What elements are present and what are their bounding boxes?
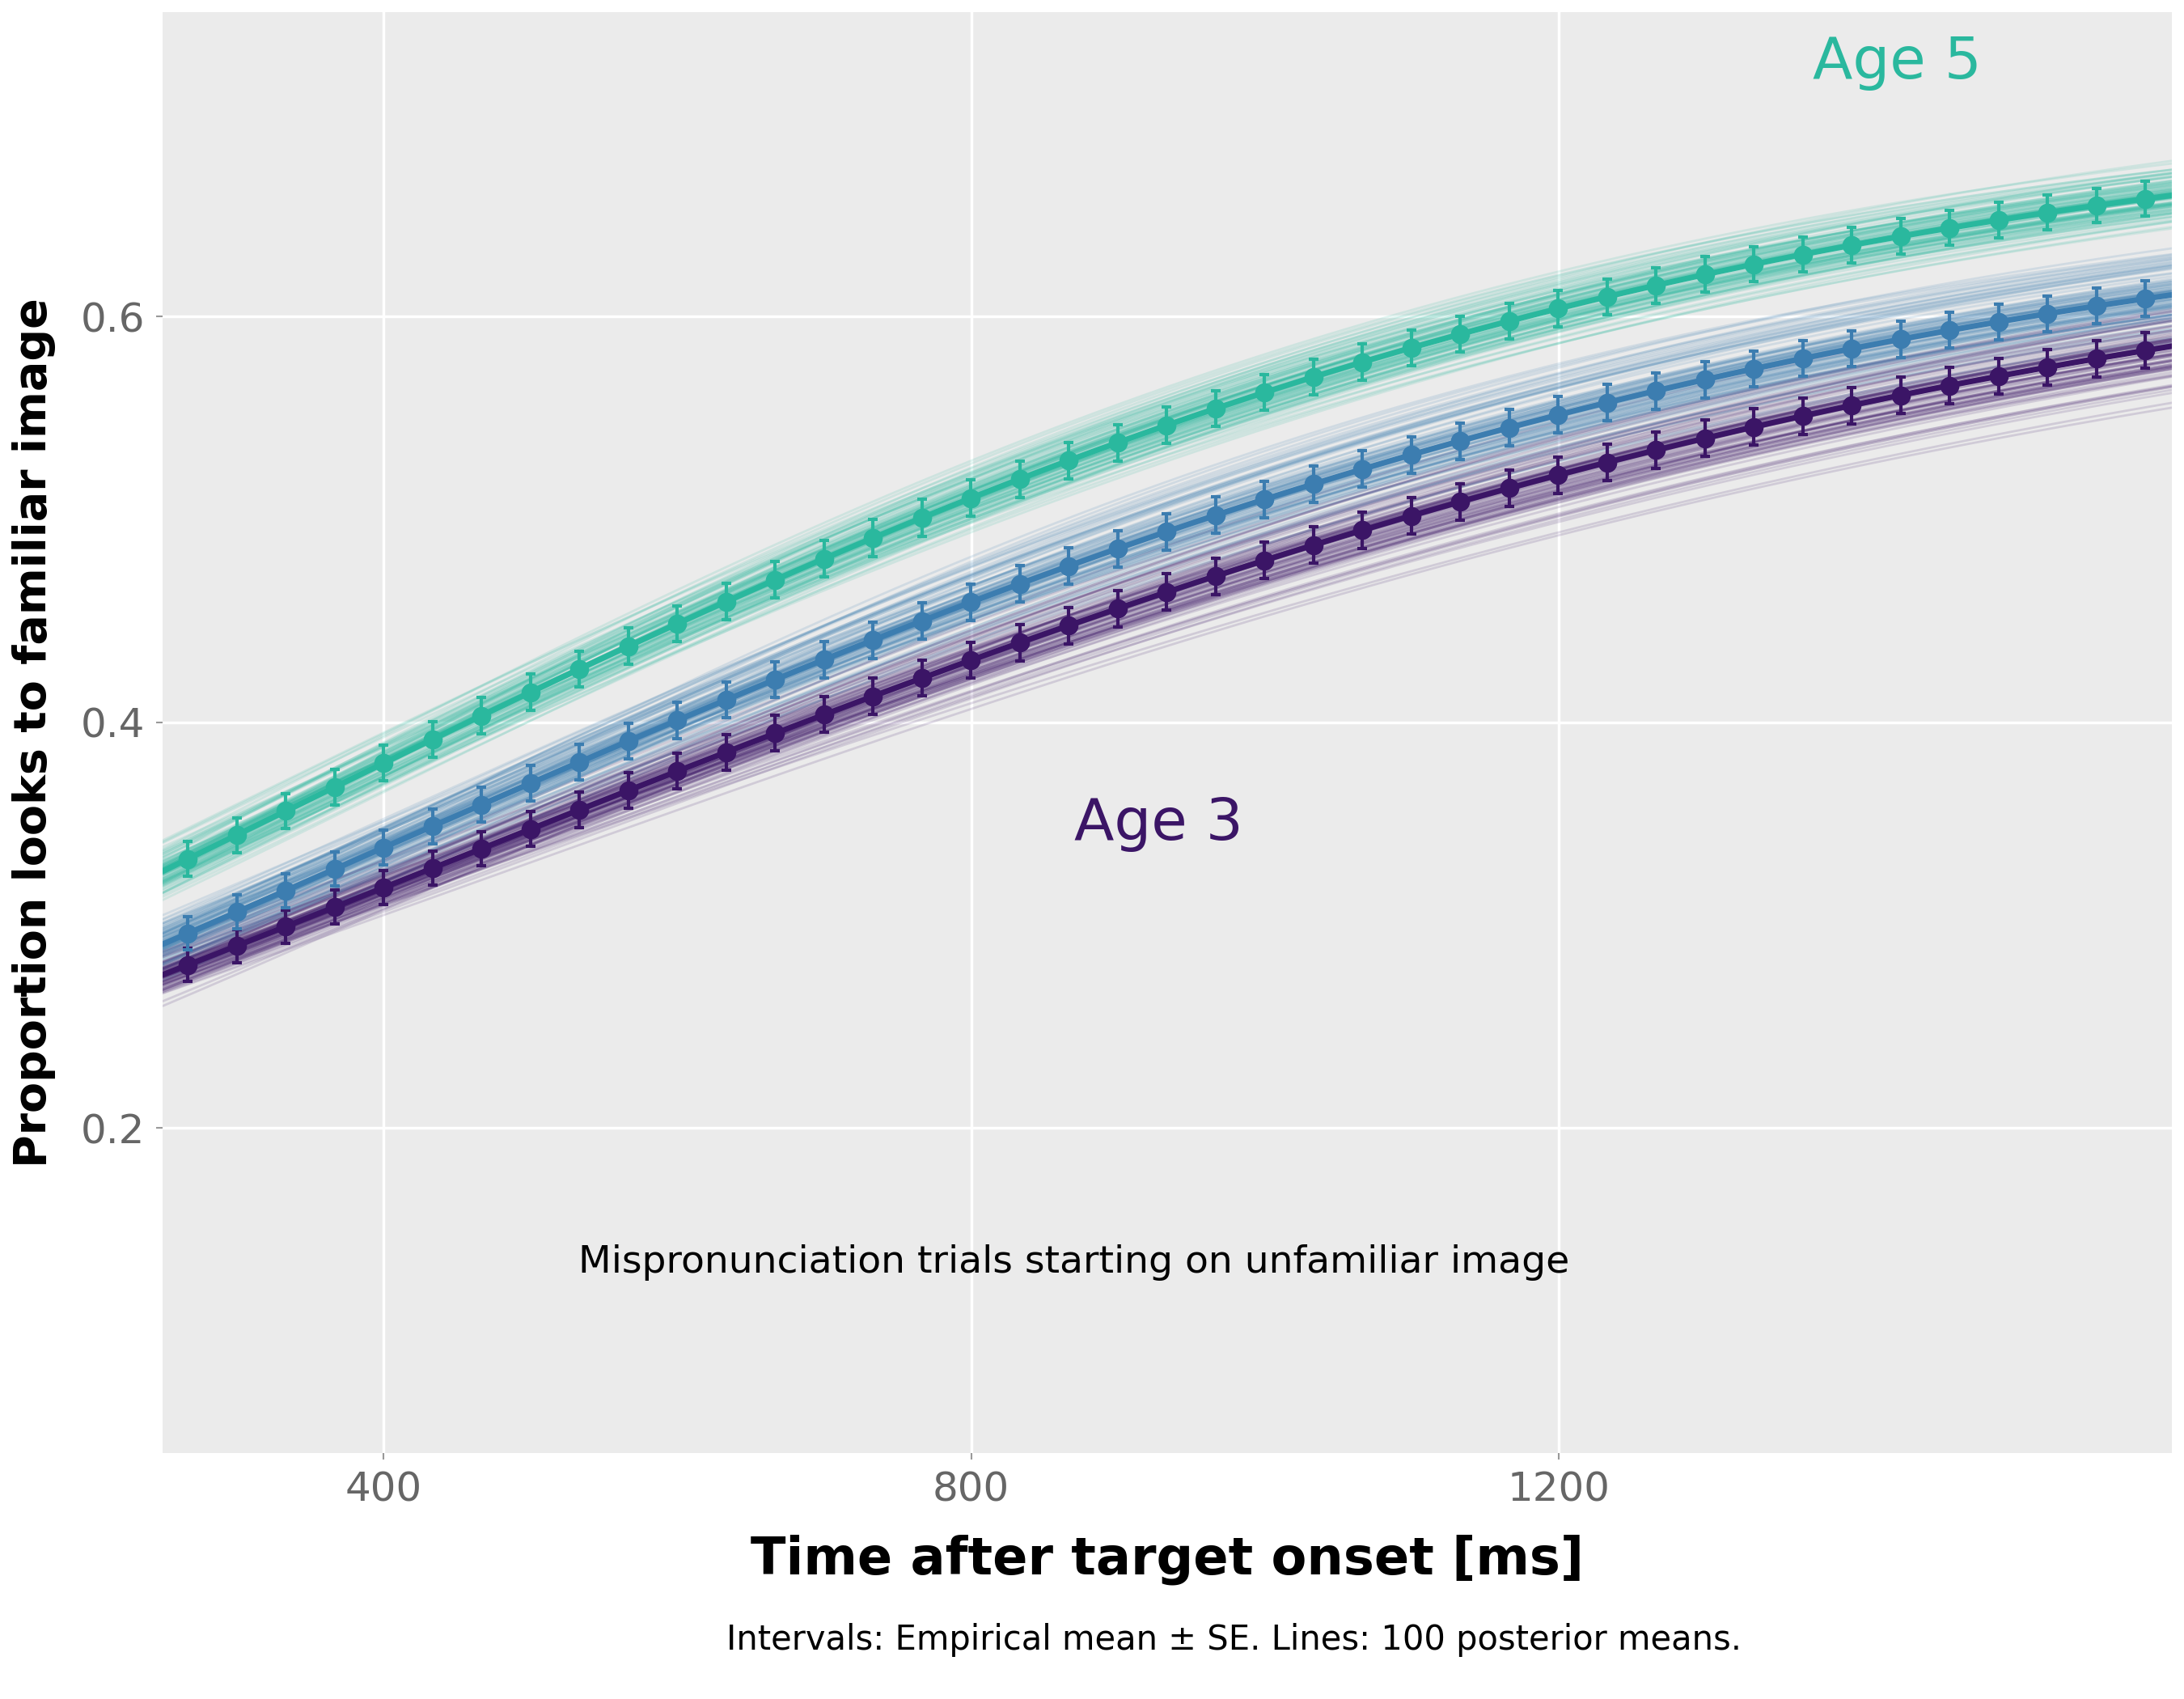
- Text: Age 5: Age 5: [1813, 36, 1981, 92]
- Text: Mispronunciation trials starting on unfamiliar image: Mispronunciation trials starting on unfa…: [579, 1244, 1570, 1281]
- Text: Age 3: Age 3: [1075, 797, 1243, 851]
- Text: Intervals: Empirical mean ± SE. Lines: 100 posterior means.: Intervals: Empirical mean ± SE. Lines: 1…: [727, 1623, 1741, 1657]
- Y-axis label: Proportion looks to familiar image: Proportion looks to familiar image: [13, 297, 57, 1167]
- X-axis label: Time after target onset [ms]: Time after target onset [ms]: [751, 1534, 1583, 1585]
